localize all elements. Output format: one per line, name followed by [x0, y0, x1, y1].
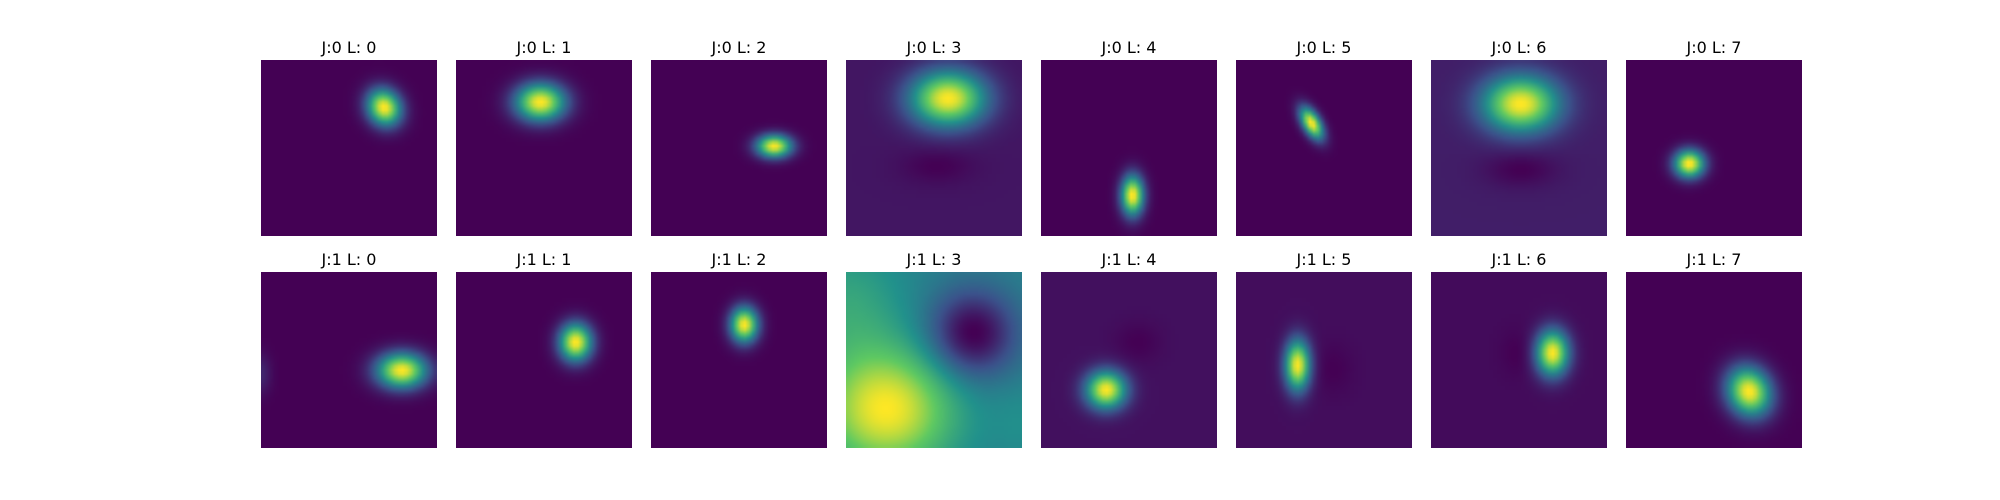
- panel-title: J:0 L: 4: [1101, 38, 1157, 57]
- panel-title: J:1 L: 7: [1686, 250, 1742, 269]
- panel-1-1: J:1 L: 1: [456, 250, 632, 448]
- panel-title: J:0 L: 5: [1296, 38, 1352, 57]
- heatmap-image: [846, 60, 1022, 236]
- panel-title: J:0 L: 1: [516, 38, 572, 57]
- panel-0-2: J:0 L: 2: [651, 38, 827, 236]
- panel-1-7: J:1 L: 7: [1626, 250, 1802, 448]
- panel-1-5: J:1 L: 5: [1236, 250, 1412, 448]
- panel-0-7: J:0 L: 7: [1626, 38, 1802, 236]
- heatmap-image: [1041, 60, 1217, 236]
- panel-title: J:1 L: 5: [1296, 250, 1352, 269]
- panel-grid: J:0 L: 0 J:0 L: 1 J:0 L: 2 J:0 L: 3 J:0 L: 4…: [261, 38, 1802, 448]
- heatmap-image: [261, 272, 437, 448]
- heatmap-image: [261, 60, 437, 236]
- heatmap-image: [651, 60, 827, 236]
- panel-title: J:0 L: 3: [906, 38, 962, 57]
- panel-title: J:1 L: 6: [1491, 250, 1547, 269]
- panel-title: J:0 L: 2: [711, 38, 767, 57]
- panel-title: J:1 L: 2: [711, 250, 767, 269]
- panel-0-0: J:0 L: 0: [261, 38, 437, 236]
- heatmap-image: [846, 272, 1022, 448]
- panel-1-0: J:1 L: 0: [261, 250, 437, 448]
- panel-0-1: J:0 L: 1: [456, 38, 632, 236]
- panel-title: J:0 L: 7: [1686, 38, 1742, 57]
- panel-0-4: J:0 L: 4: [1041, 38, 1217, 236]
- panel-0-3: J:0 L: 3: [846, 38, 1022, 236]
- heatmap-image: [1626, 60, 1802, 236]
- heatmap-image: [1236, 272, 1412, 448]
- panel-0-6: J:0 L: 6: [1431, 38, 1607, 236]
- panel-title: J:0 L: 6: [1491, 38, 1547, 57]
- heatmap-image: [1626, 272, 1802, 448]
- heatmap-image: [1236, 60, 1412, 236]
- panel-1-2: J:1 L: 2: [651, 250, 827, 448]
- panel-title: J:1 L: 4: [1101, 250, 1157, 269]
- heatmap-image: [1431, 272, 1607, 448]
- panel-title: J:1 L: 3: [906, 250, 962, 269]
- panel-1-4: J:1 L: 4: [1041, 250, 1217, 448]
- heatmap-image: [651, 272, 827, 448]
- heatmap-image: [456, 272, 632, 448]
- panel-1-3: J:1 L: 3: [846, 250, 1022, 448]
- panel-title: J:1 L: 1: [516, 250, 572, 269]
- panel-1-6: J:1 L: 6: [1431, 250, 1607, 448]
- panel-0-5: J:0 L: 5: [1236, 38, 1412, 236]
- heatmap-image: [1041, 272, 1217, 448]
- panel-title: J:1 L: 0: [321, 250, 377, 269]
- heatmap-image: [456, 60, 632, 236]
- heatmap-image: [1431, 60, 1607, 236]
- panel-title: J:0 L: 0: [321, 38, 377, 57]
